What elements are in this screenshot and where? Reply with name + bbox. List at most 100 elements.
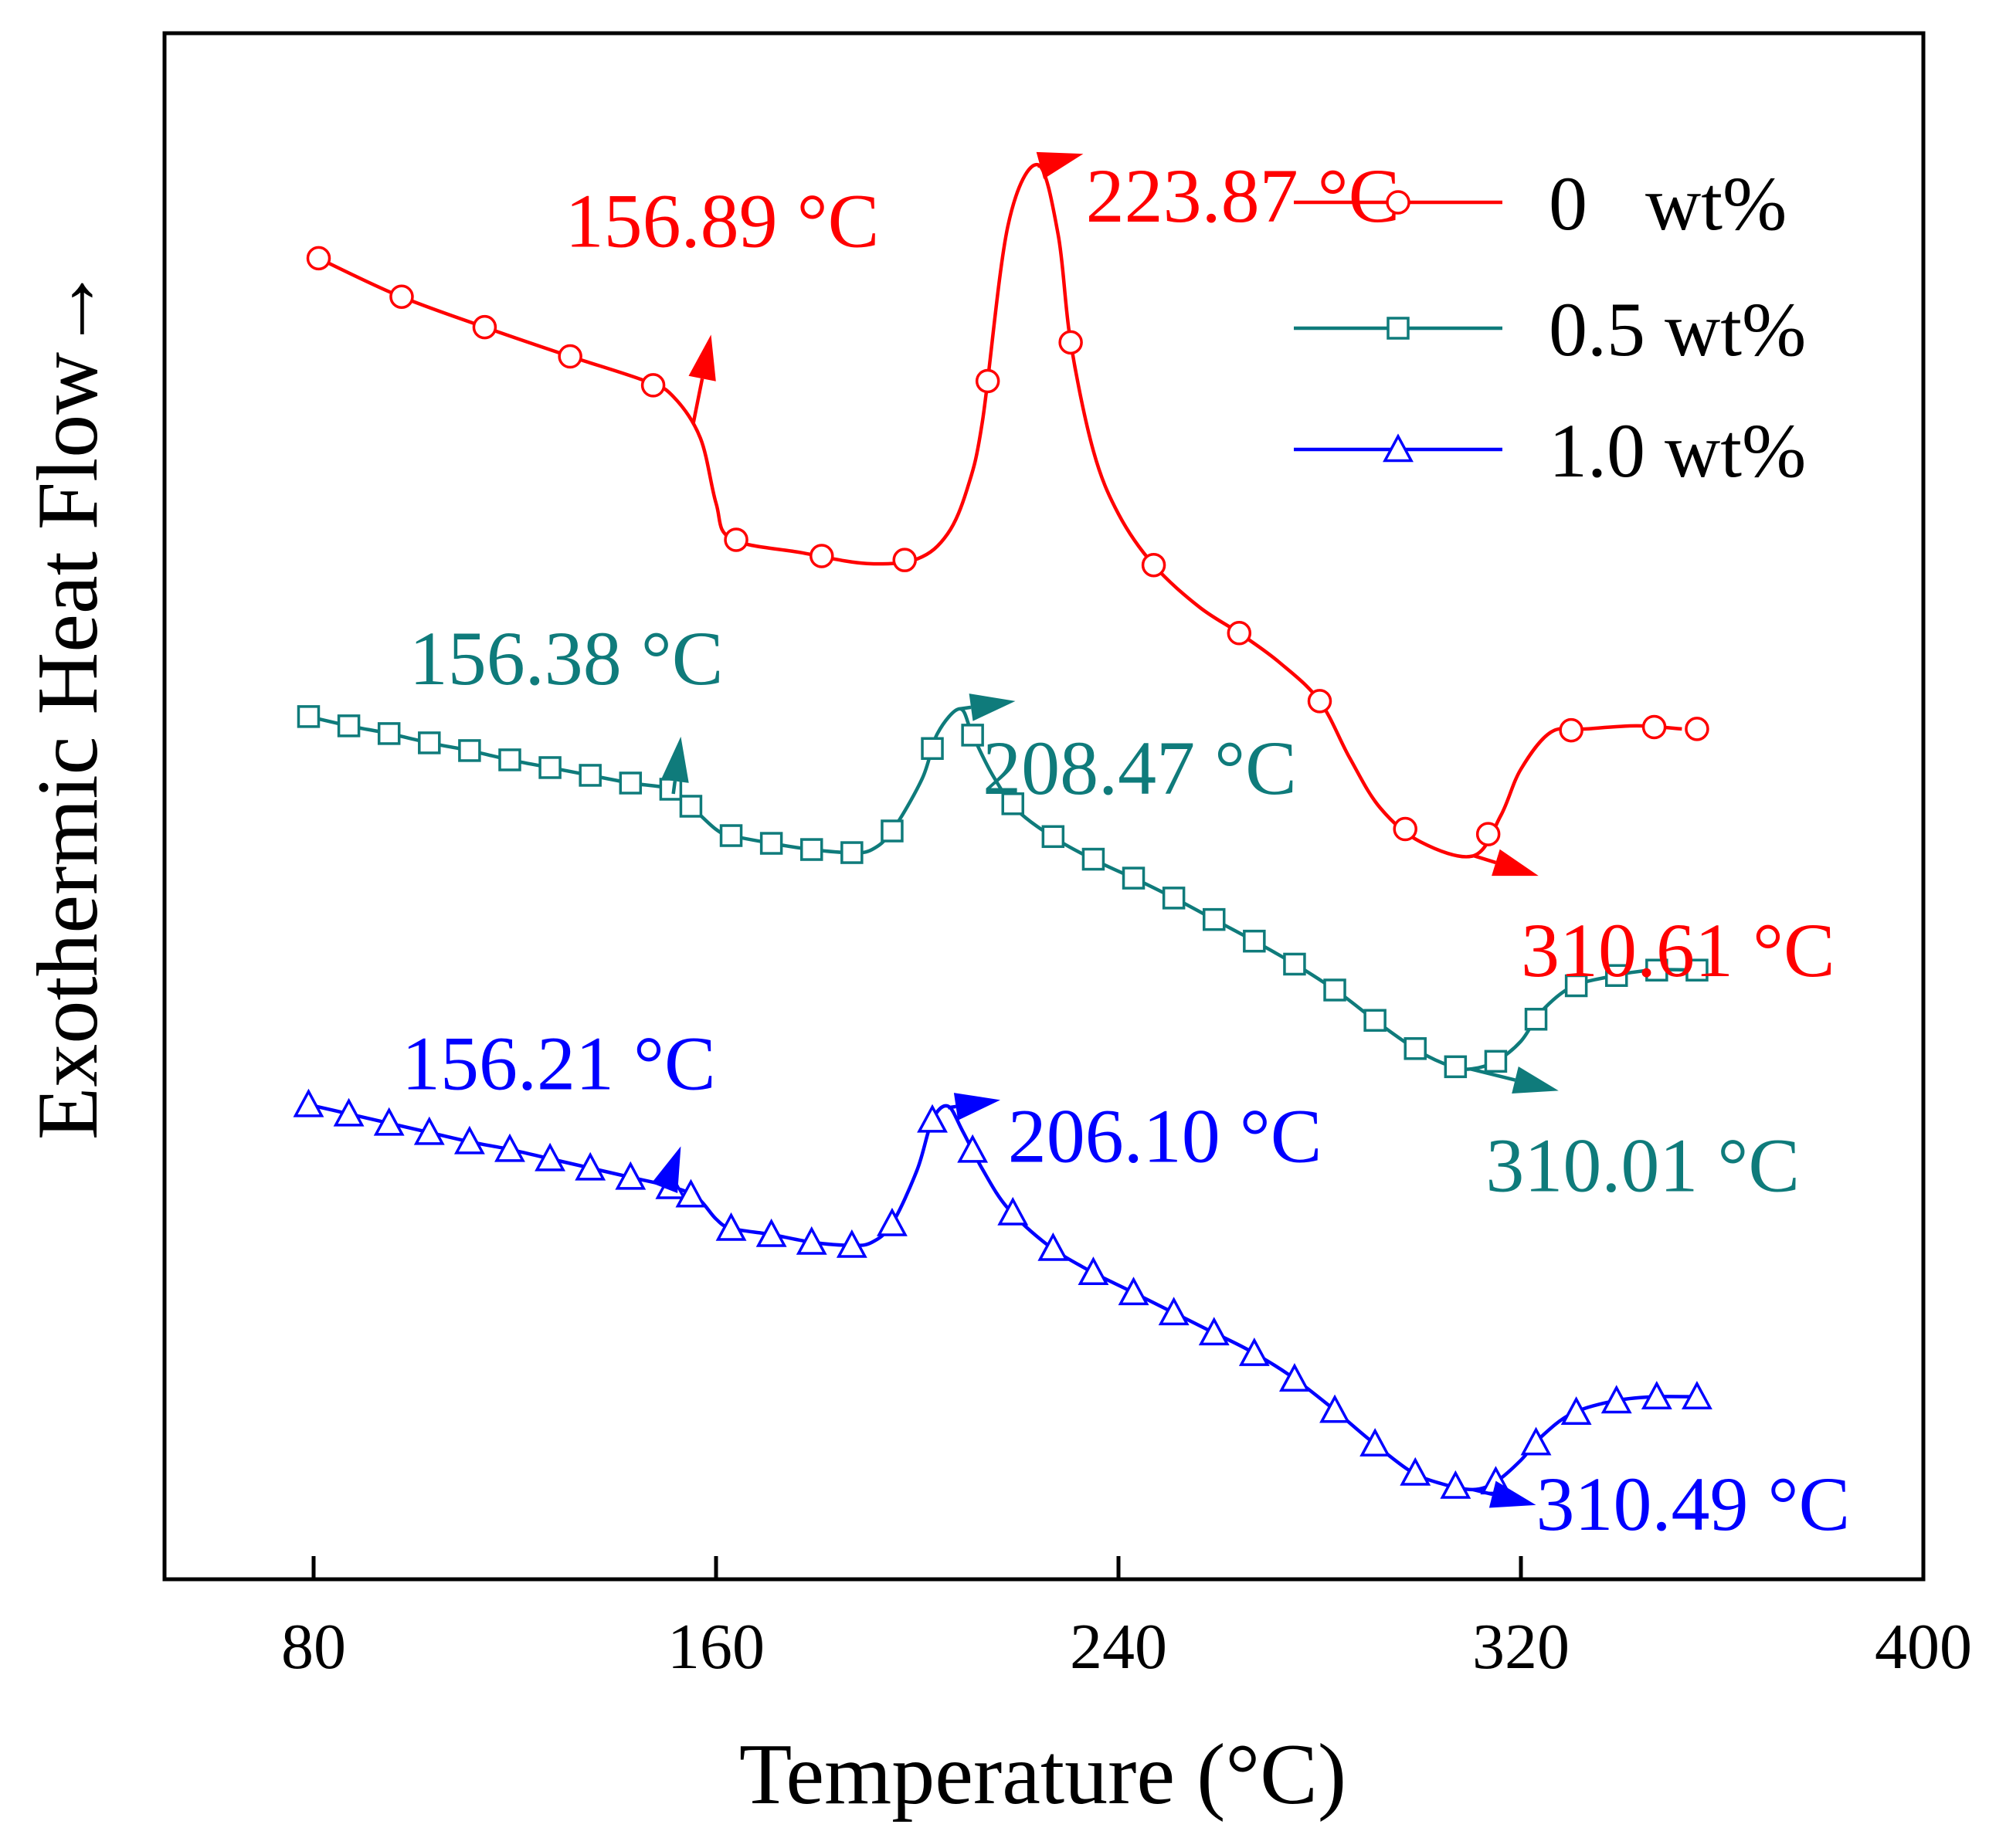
data-point-0-5-wt: [458, 739, 481, 762]
data-point-1-0-wt: [1118, 1277, 1149, 1306]
data-point-0-wt: [975, 368, 1000, 394]
y-axis-title: Exothermic Heat Flow→: [20, 266, 116, 1140]
annotation-arrow-head: [953, 1093, 1000, 1121]
annotation-label: 156.38 °C: [409, 615, 724, 701]
data-point-1-0-wt: [333, 1097, 365, 1127]
data-point-1-0-wt: [957, 1134, 989, 1163]
data-point-0-5-wt: [1323, 978, 1346, 1002]
data-point-1-0-wt: [1400, 1456, 1431, 1486]
data-point-0-5-wt: [881, 819, 904, 843]
data-point-1-0-wt: [836, 1229, 867, 1258]
data-point-1-0-wt: [1037, 1232, 1069, 1261]
data-point-0-5-wt: [1404, 1037, 1427, 1060]
data-point-0-wt: [389, 284, 414, 309]
legend-marker: [1387, 317, 1410, 340]
annotation-arrow-head: [661, 736, 689, 783]
data-point-0-5-wt: [1524, 1008, 1548, 1031]
data-point-1-0-wt: [453, 1125, 485, 1155]
data-point-1-0-wt: [575, 1151, 606, 1181]
data-point-0-wt: [1685, 717, 1709, 741]
annotation-group: 156.89 °C: [565, 178, 880, 423]
data-point-1-0-wt: [1520, 1426, 1552, 1456]
x-tick-label: 400: [1875, 1611, 1972, 1683]
annotation-arrow-head: [688, 334, 716, 381]
annotation-arrow-head: [1488, 1480, 1536, 1508]
plot-frame: [162, 31, 1926, 1582]
data-point-0-5-wt: [1041, 825, 1065, 849]
legend-entry-0-5-wt: 0.5 wt%: [1294, 287, 1806, 372]
annotation-arrow-shaft: [1037, 164, 1041, 168]
legend-marker: [1383, 433, 1414, 463]
annotation-label: 206.10 °C: [1008, 1093, 1322, 1178]
data-point-0-5-wt: [1081, 847, 1105, 871]
annotation-label: 310.49 °C: [1536, 1461, 1851, 1547]
annotation-label: 223.87 °C: [1086, 153, 1400, 239]
data-point-0-wt: [1141, 552, 1166, 578]
x-axis-title: Temperature (°C): [739, 1727, 1346, 1823]
annotation-group: 310.61 °C: [1473, 849, 1835, 993]
annotation-group: 156.21 °C: [402, 1020, 716, 1193]
data-point-1-0-wt: [675, 1178, 707, 1208]
annotation-label: 156.89 °C: [565, 178, 880, 263]
data-point-0-5-wt: [659, 778, 683, 801]
annotation-group: 156.38 °C: [409, 615, 724, 795]
data-point-0-5-wt: [921, 737, 944, 761]
annotation-arrow-shaft: [947, 1104, 956, 1110]
annotation-label: 310.01 °C: [1485, 1122, 1800, 1208]
data-point-0-5-wt: [679, 795, 703, 818]
data-point-1-0-wt: [1319, 1394, 1350, 1423]
annotation-label: 208.47 °C: [983, 725, 1297, 811]
data-point-0-5-wt: [961, 724, 984, 747]
data-point-0-5-wt: [297, 705, 321, 728]
annotation-label: 310.61 °C: [1521, 907, 1835, 993]
annotation-arrow-shaft: [1473, 853, 1497, 865]
data-point-1-0-wt: [615, 1161, 647, 1190]
data-point-1-0-wt: [715, 1212, 747, 1241]
legend-label: 0.5 wt%: [1549, 287, 1806, 372]
annotation-group: 206.10 °C: [947, 1093, 1322, 1178]
data-point-0-5-wt: [418, 731, 441, 754]
data-point-0-wt: [1559, 717, 1583, 743]
data-point-0-wt: [472, 314, 497, 340]
data-point-1-0-wt: [373, 1107, 405, 1136]
data-point-0-5-wt: [759, 832, 783, 855]
data-point-0-5-wt: [1243, 929, 1266, 953]
legend-label: 1.0 wt%: [1549, 408, 1806, 493]
data-point-1-0-wt: [1198, 1317, 1230, 1346]
data-point-0-wt: [810, 544, 834, 568]
annotation-arrow-head: [1512, 1066, 1559, 1094]
data-point-1-0-wt: [1560, 1396, 1592, 1425]
annotation-group: 310.01 °C: [1470, 1066, 1800, 1208]
data-point-0-wt: [1058, 330, 1083, 355]
annotation-label: 156.21 °C: [402, 1020, 716, 1106]
data-point-0-5-wt: [719, 824, 743, 847]
annotation-arrow-head: [969, 693, 1016, 721]
x-tick-label: 240: [1070, 1611, 1167, 1683]
data-point-0-5-wt: [619, 771, 643, 795]
data-point-1-0-wt: [1078, 1256, 1109, 1286]
data-point-1-0-wt: [1682, 1381, 1712, 1409]
data-point-0-5-wt: [1162, 887, 1186, 910]
annotation-group: 223.87 °C: [1036, 151, 1400, 239]
annotation-arrow-shaft: [1472, 1487, 1493, 1497]
data-point-0-5-wt: [1202, 907, 1226, 931]
data-point-0-wt: [640, 373, 666, 398]
data-point-0-5-wt: [1444, 1055, 1468, 1079]
data-point-0-5-wt: [1564, 974, 1588, 998]
data-point-0-5-wt: [799, 838, 823, 861]
data-point-0-wt: [1393, 816, 1417, 842]
data-point-0-5-wt: [1685, 958, 1709, 982]
annotation-arrow-head: [1492, 849, 1539, 877]
series-0-5-wt: [297, 705, 1709, 1079]
data-point-1-0-wt: [1600, 1385, 1632, 1414]
x-tick-label: 80: [281, 1611, 346, 1683]
data-point-0-5-wt: [1122, 866, 1146, 890]
data-point-1-0-wt: [917, 1104, 948, 1133]
data-point-0-wt: [1227, 621, 1252, 646]
annotation-arrow-shaft: [1470, 1067, 1516, 1082]
annotation-group: 208.47 °C: [959, 693, 1297, 811]
data-point-1-0-wt: [413, 1116, 445, 1145]
legend-entry-1-0-wt: 1.0 wt%: [1294, 408, 1806, 493]
data-point-1-0-wt: [755, 1218, 787, 1247]
